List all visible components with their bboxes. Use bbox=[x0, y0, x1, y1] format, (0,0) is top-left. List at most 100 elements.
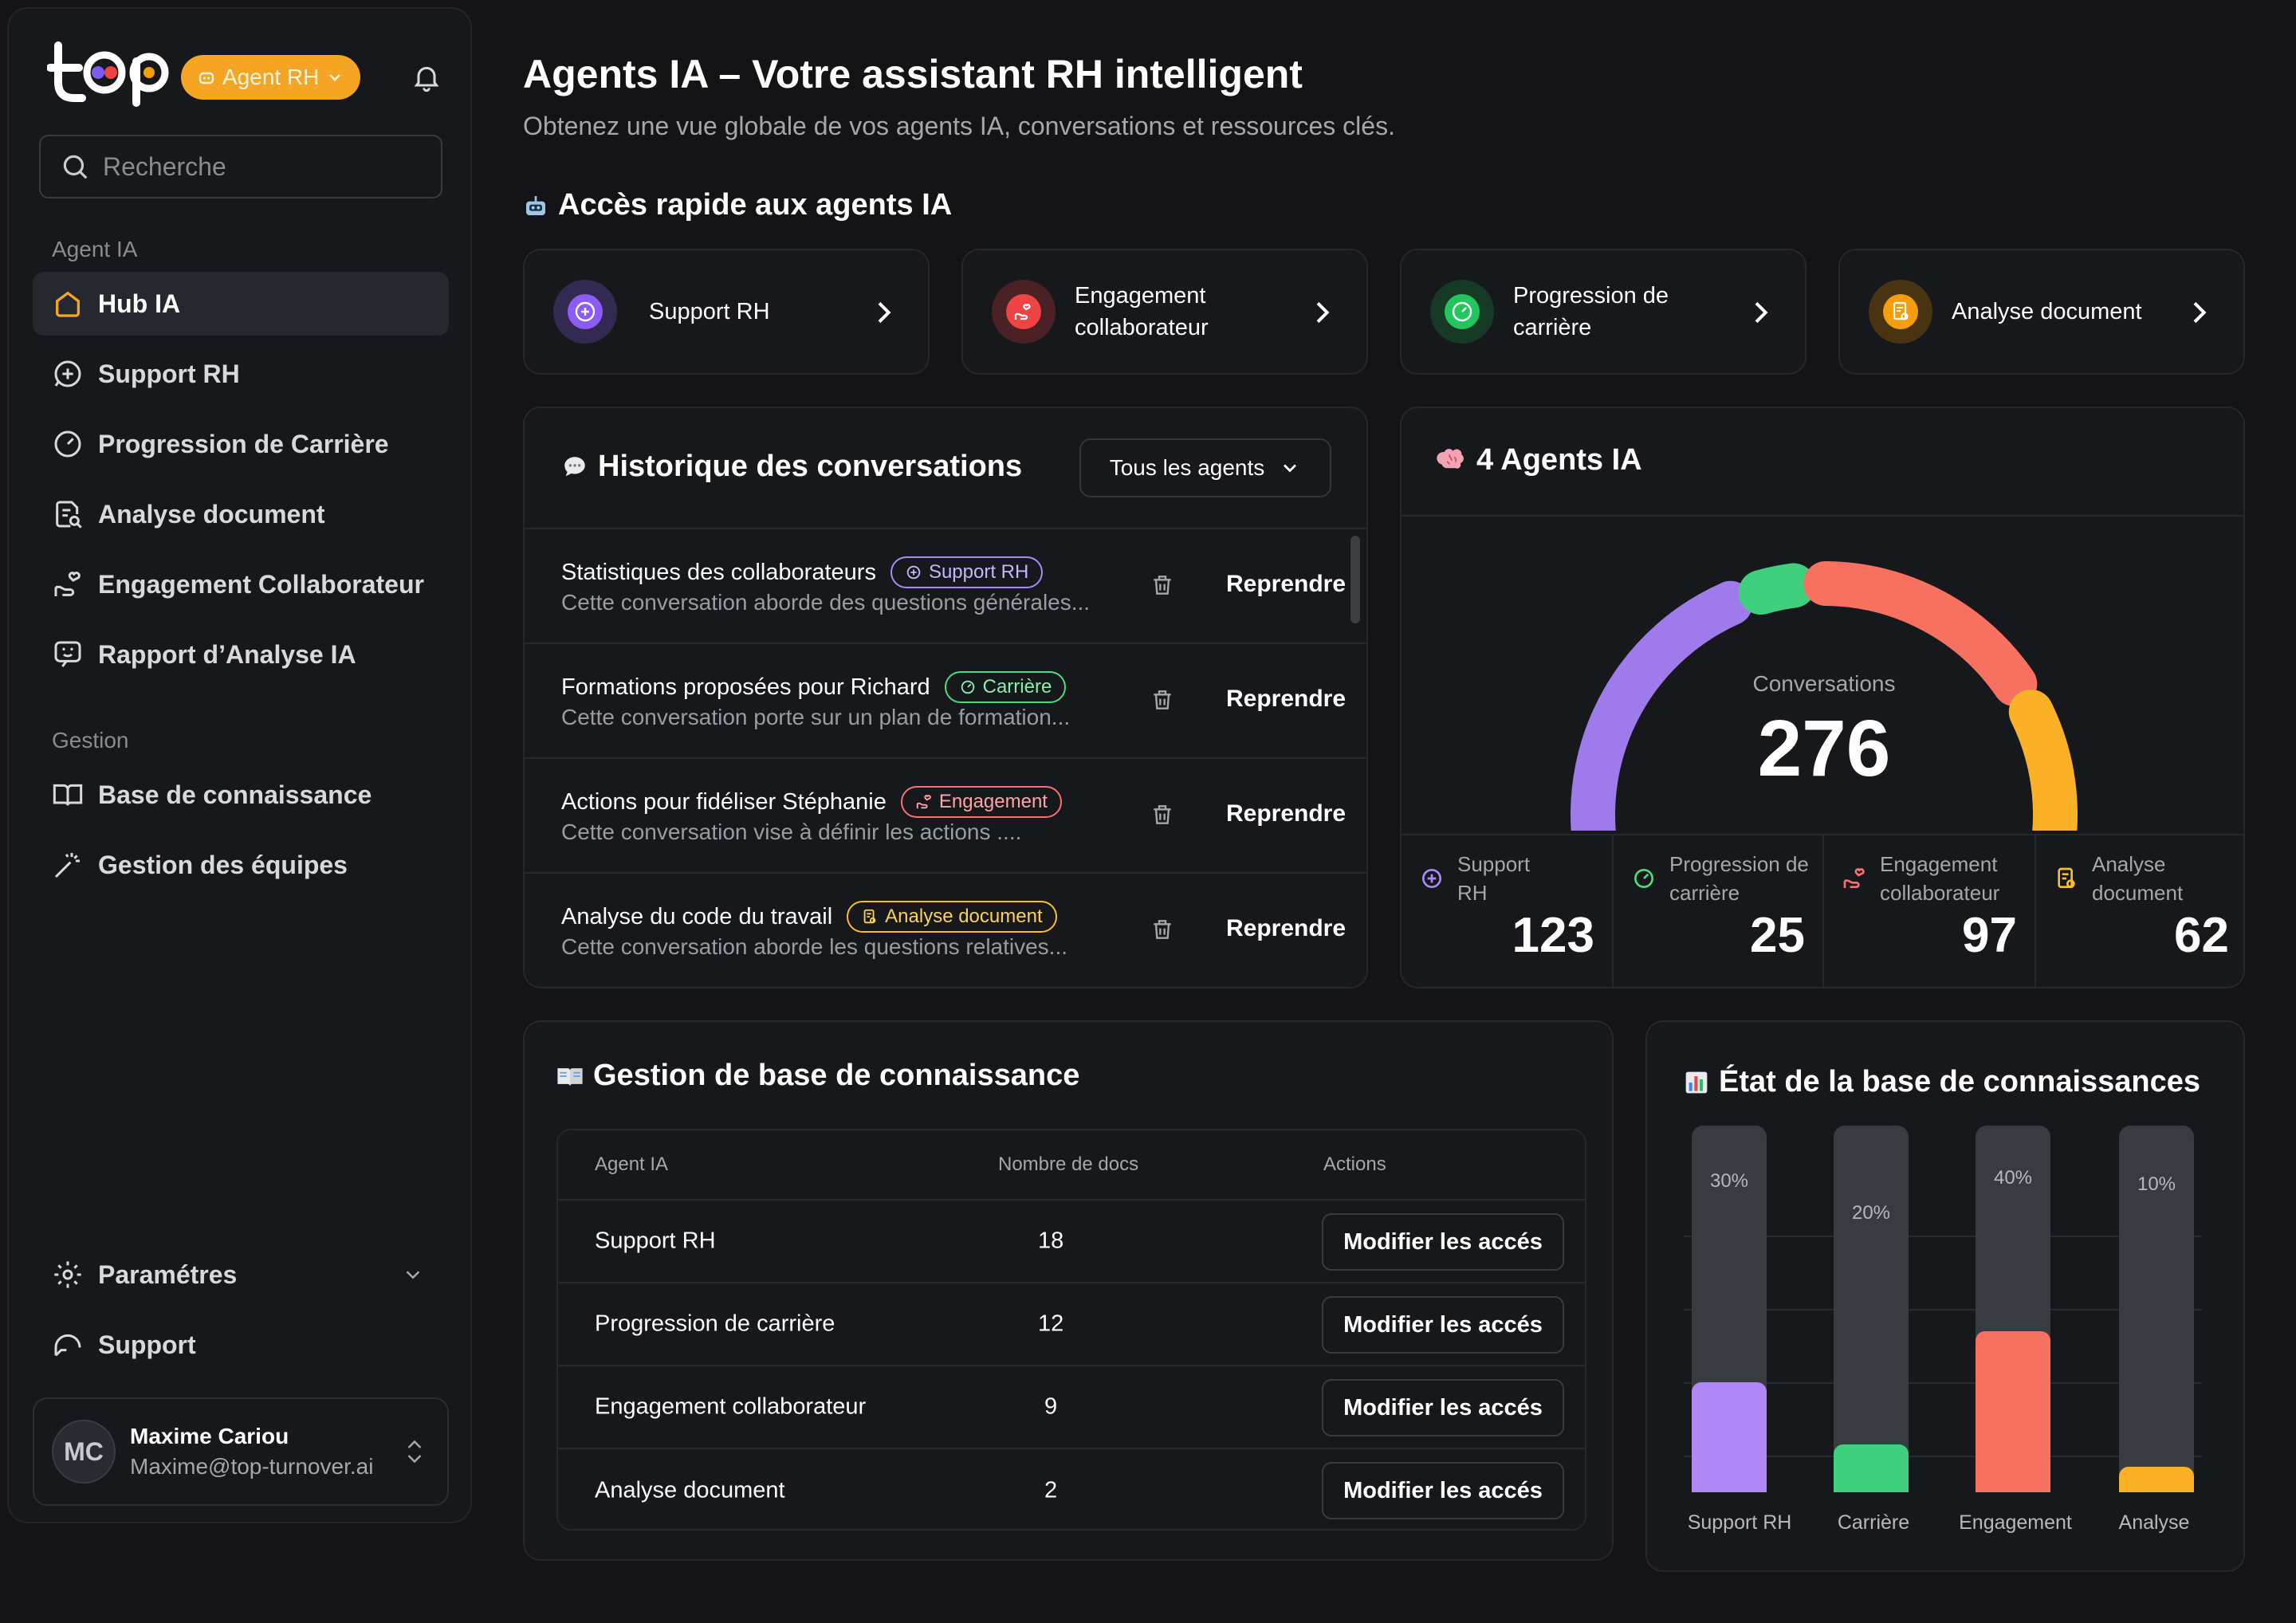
resume-button[interactable]: Reprendre bbox=[1226, 915, 1347, 941]
sidebar-item-label: Analyse document bbox=[98, 499, 325, 529]
trash-icon[interactable] bbox=[1150, 686, 1175, 714]
sidebar-item-hub-ia[interactable]: Hub IA bbox=[33, 272, 449, 336]
stat-label: Analyse document bbox=[2092, 852, 2184, 905]
sidebar-item-base-connaissance[interactable]: Base de connaissance bbox=[33, 763, 449, 827]
resume-button[interactable]: Reprendre bbox=[1226, 571, 1347, 597]
top-logo[interactable] bbox=[46, 37, 173, 112]
conversation-tag: Support RH bbox=[890, 556, 1044, 588]
document-search-icon bbox=[863, 909, 876, 924]
sidebar-item-support[interactable]: Support bbox=[33, 1313, 449, 1377]
bar-value-label: 20% bbox=[1851, 1202, 1891, 1224]
sidebar-item-rapport[interactable]: Rapport d’Analyse IA bbox=[33, 623, 449, 686]
conversation-row[interactable]: Statistiques des collaborateurs Support … bbox=[525, 528, 1366, 643]
agents-heading: 4 Agents IA bbox=[1437, 443, 1642, 477]
gauge-icon bbox=[961, 680, 974, 694]
search-input[interactable]: Recherche bbox=[103, 151, 226, 181]
user-menu[interactable]: MC Maxime Cariou Maxime@top-turnover.ai bbox=[33, 1397, 449, 1506]
trash-icon[interactable] bbox=[1150, 800, 1175, 829]
bar-category-label: Carrière bbox=[1837, 1511, 1910, 1534]
quick-card-label: Progression de carrière bbox=[1513, 283, 1669, 340]
scrollbar[interactable] bbox=[1350, 536, 1360, 623]
divider bbox=[1402, 515, 2243, 517]
knowledge-title: Gestion de base de connaissance bbox=[593, 1059, 1080, 1092]
document-search-icon bbox=[56, 501, 82, 529]
quick-icon-wrap bbox=[1869, 280, 1932, 344]
doc-count: 12 bbox=[1038, 1311, 1064, 1337]
resume-button[interactable]: Reprendre bbox=[1226, 800, 1347, 827]
conversation-desc: Cette conversation aborde les questions … bbox=[561, 934, 1068, 959]
quick-icon-wrap bbox=[1430, 280, 1494, 344]
conversation-title-wrap: Statistiques des collaborateurs Support … bbox=[561, 556, 1044, 588]
search-box[interactable]: Recherche bbox=[39, 135, 442, 198]
trash-icon[interactable] bbox=[1150, 915, 1175, 944]
edit-access-button[interactable]: Modifier les accés bbox=[1322, 1379, 1564, 1436]
page-title: Agents IA – Votre assistant RH intellige… bbox=[523, 52, 1303, 96]
chevron-down-icon bbox=[329, 74, 341, 81]
table-row: Analyse document 2 Modifier les accés bbox=[558, 1449, 1585, 1529]
column-header: Nombre de docs bbox=[998, 1153, 1139, 1175]
home-icon bbox=[56, 291, 80, 317]
chevron-right-icon bbox=[2193, 301, 2207, 324]
kb-state-title: État de la base de connaissances bbox=[1719, 1065, 2201, 1098]
edit-access-button[interactable]: Modifier les accés bbox=[1322, 1213, 1564, 1271]
trash-icon[interactable] bbox=[1150, 571, 1175, 599]
quick-card-label: Analyse document bbox=[1952, 299, 2142, 324]
stat-analyse: Analyse document 62 bbox=[2035, 834, 2243, 987]
agent-filter-dropdown[interactable]: Tous les agents bbox=[1079, 438, 1331, 497]
quick-icon-wrap bbox=[553, 280, 617, 344]
sidebar-item-support-rh[interactable]: Support RH bbox=[33, 342, 449, 406]
sidebar-item-label: Paramétres bbox=[98, 1259, 238, 1289]
gauge-segment-2 bbox=[1803, 561, 2038, 707]
table-header: Agent IA Nombre de docs Actions bbox=[558, 1130, 1585, 1201]
quick-access-heading: Accès rapide aux agents IA bbox=[523, 188, 952, 222]
agent-selector[interactable]: Agent RH bbox=[181, 55, 361, 100]
message-smile-icon bbox=[54, 641, 81, 667]
conversation-tag-label: Engagement bbox=[938, 791, 1048, 812]
quick-card-engagement[interactable]: Engagement collaborateur bbox=[961, 249, 1368, 375]
sidebar-item-label: Gestion des équipes bbox=[98, 850, 348, 879]
conversation-desc: Cette conversation vise à définir les ac… bbox=[561, 819, 1022, 844]
resume-button[interactable]: Reprendre bbox=[1226, 686, 1347, 712]
quick-card-label: Support RH bbox=[649, 299, 770, 324]
stat-label: Support RH bbox=[1457, 852, 1531, 905]
sidebar-item-progression[interactable]: Progression de Carrière bbox=[33, 412, 449, 476]
quick-card-support-rh[interactable]: Support RH bbox=[523, 249, 930, 375]
notifications-button[interactable] bbox=[411, 61, 442, 97]
quick-card-analyse[interactable]: Analyse document bbox=[1838, 249, 2245, 375]
quick-card-progression[interactable]: Progression de carrière bbox=[1400, 249, 1807, 375]
conversation-title: Analyse du code du travail bbox=[561, 903, 833, 929]
sidebar-item-gestion-equipes[interactable]: Gestion des équipes bbox=[33, 833, 449, 897]
book-open-icon bbox=[53, 784, 83, 806]
document-search-icon bbox=[1883, 294, 1918, 329]
conversation-row[interactable]: Formations proposées pour Richard Carriè… bbox=[525, 643, 1366, 757]
avatar: MC bbox=[52, 1420, 116, 1483]
search-icon bbox=[63, 155, 88, 179]
conversation-row[interactable]: Analyse du code du travail Analyse docum… bbox=[525, 872, 1366, 987]
conversation-row[interactable]: Actions pour fidéliser Stéphanie Engagem… bbox=[525, 757, 1366, 872]
kb-state-heading: État de la base de connaissances bbox=[1684, 1065, 2200, 1099]
bar-carrière bbox=[1834, 1444, 1909, 1492]
stat-support-rh: Support RH 123 bbox=[1402, 834, 1612, 987]
bar-chart-icon bbox=[1685, 1071, 1708, 1093]
history-card: Historique des conversations Tous les ag… bbox=[523, 407, 1368, 988]
conversation-title: Formations proposées pour Richard bbox=[561, 674, 930, 700]
headset-icon bbox=[54, 1334, 81, 1357]
conversation-desc: Cette conversation aborde des questions … bbox=[561, 590, 1091, 615]
agents-card: 4 Agents IA Conversations 276 Support RH… bbox=[1400, 407, 2245, 988]
agent-name: Engagement collaborateur bbox=[595, 1393, 867, 1420]
sidebar-item-parametres[interactable]: Paramétres bbox=[33, 1243, 449, 1307]
sidebar-item-analyse[interactable]: Analyse document bbox=[33, 482, 449, 546]
quick-access-title: Accès rapide aux agents IA bbox=[558, 188, 953, 222]
chevron-updown-icon bbox=[407, 1440, 422, 1464]
gauge-label: Conversations bbox=[1752, 671, 1896, 696]
conversation-tag-label: Carrière bbox=[982, 676, 1052, 698]
agent-filter-value: Tous les agents bbox=[1109, 455, 1265, 480]
edit-access-button[interactable]: Modifier les accés bbox=[1322, 1296, 1564, 1354]
table-row: Engagement collaborateur 9 Modifier les … bbox=[558, 1366, 1585, 1449]
gridline bbox=[1684, 1309, 2202, 1311]
brain-icon bbox=[1437, 448, 1464, 469]
sidebar-item-engagement[interactable]: Engagement Collaborateur bbox=[33, 552, 449, 616]
stat-value: 97 bbox=[1962, 908, 2017, 963]
robot-icon bbox=[526, 195, 545, 215]
edit-access-button[interactable]: Modifier les accés bbox=[1322, 1462, 1564, 1519]
